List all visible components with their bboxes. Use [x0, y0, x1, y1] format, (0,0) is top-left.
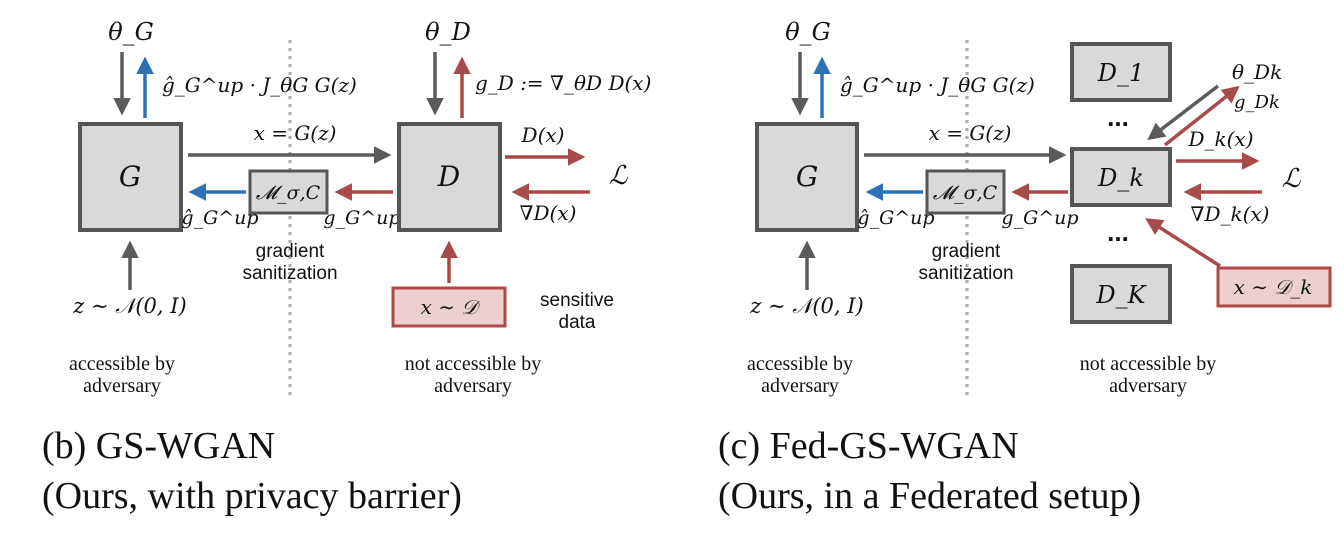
panel-c-caption-title: (c) Fed-GS-WGAN [718, 425, 1019, 467]
sanitization-caption-line1: gradient [932, 241, 1001, 262]
sanitization-caption-line1: gradient [256, 241, 325, 262]
sensitive-data-caption-line2: data [559, 312, 596, 333]
loss-label: ℒ [1282, 164, 1302, 194]
panel-b: θ_G ĝ_G^up · J_θG G(z) G x = G(z) 𝓜_σ,C … [42, 18, 651, 517]
generator-box [755, 122, 859, 232]
discriminator-k-update-arrow [1163, 85, 1240, 147]
raw-gradient-label: g_G^up [1001, 207, 1078, 229]
loss-gradient-label: ∇D(x) [520, 201, 577, 225]
not-accessible-caption-line2: adversary [1109, 375, 1187, 397]
ellipsis-lower: ... [1107, 217, 1129, 247]
generator-label: G [796, 160, 818, 193]
accessible-caption-line2: adversary [83, 375, 161, 397]
theta-d-label: θ_D [425, 18, 471, 46]
not-accessible-caption-line1: not accessible by [405, 353, 542, 375]
generator-label: G [119, 160, 141, 193]
noise-distribution-label: z ∼ 𝒩(0, I) [749, 294, 864, 318]
raw-gradient-label: g_G^up [323, 207, 400, 229]
panel-b-caption-subtitle: (Ours, with privacy barrier) [42, 475, 462, 517]
discriminator-output-label: D(x) [521, 123, 565, 147]
ellipsis-upper: ... [1107, 102, 1129, 132]
real-data-arrow [1145, 218, 1221, 268]
discriminator-label: D [437, 160, 460, 193]
sensitive-data-box [391, 286, 507, 328]
discriminator-k-label: D_k [1097, 164, 1144, 192]
generator-gradient-label: ĝ_G^up · J_θG G(z) [840, 73, 1035, 97]
sample-label: x = G(z) [929, 121, 1012, 145]
data-distribution-label: x ∼ 𝒟 [421, 295, 482, 319]
accessible-caption-line1: accessible by [69, 353, 175, 375]
discriminator-1-box [1070, 42, 1172, 102]
noise-distribution-label: z ∼ 𝒩(0, I) [72, 294, 187, 318]
theta-dk-in-arrow [1147, 84, 1220, 141]
panel-c: θ_G ĝ_G^up · J_θG G(z) G x = G(z) 𝓜_σ,C … [718, 18, 1332, 517]
discriminator-output-label: D_k(x) [1187, 127, 1253, 151]
sanitized-gradient-label: ĝ_G^up [857, 207, 934, 229]
generator-gradient-label: ĝ_G^up · J_θG G(z) [162, 73, 357, 97]
sample-label: x = G(z) [254, 121, 337, 145]
sanitization-caption-line2: sanitization [918, 263, 1013, 284]
sensitive-data-caption-line1: sensitive [540, 290, 614, 311]
not-accessible-caption-line1: not accessible by [1080, 353, 1217, 375]
discriminator-box [397, 122, 502, 232]
g-dk-label: g_Dk [1234, 92, 1280, 113]
loss-gradient-label: ∇D_k(x) [1190, 202, 1269, 226]
accessible-caption-line2: adversary [761, 375, 839, 397]
theta-g-label: θ_G [785, 18, 831, 46]
discriminator-k-box [1070, 147, 1172, 207]
sanitization-mechanism-box [925, 169, 1006, 215]
sensitive-data-box [1216, 266, 1332, 308]
not-accessible-caption-line2: adversary [434, 375, 512, 397]
mechanism-label: 𝓜_σ,C [933, 182, 998, 204]
discriminator-K-label: D_K [1095, 281, 1147, 309]
discriminator-1-label: D_1 [1097, 59, 1145, 87]
discriminator-K-box [1070, 264, 1172, 324]
mechanism-label: 𝓜_σ,C [256, 182, 321, 204]
theta-g-label: θ_G [108, 18, 154, 46]
theta-dk-label: θ_Dk [1232, 60, 1282, 84]
sanitized-gradient-label: ĝ_G^up [181, 207, 258, 229]
discriminator-gradient-definition: g_D := ∇_θD D(x) [475, 71, 651, 95]
panel-b-caption-title: (b) GS-WGAN [42, 425, 275, 467]
sanitization-caption-line2: sanitization [242, 263, 337, 284]
generator-box [78, 122, 183, 232]
data-distribution-label: x ∼ 𝒟_k [1234, 275, 1313, 299]
accessible-caption-line1: accessible by [747, 353, 853, 375]
sanitization-mechanism-box [248, 169, 329, 215]
loss-label: ℒ [609, 161, 629, 191]
panel-c-caption-subtitle: (Ours, in a Federated setup) [718, 475, 1141, 517]
